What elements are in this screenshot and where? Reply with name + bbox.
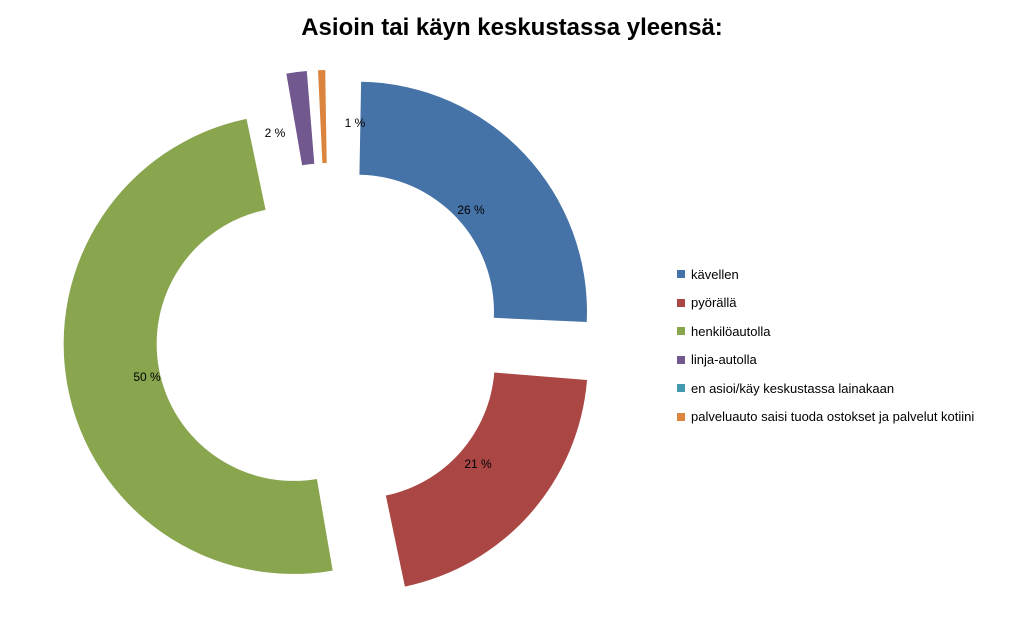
legend-item: kävellen [677,260,974,289]
legend-label: pyörällä [691,295,737,311]
legend-swatch [677,298,685,307]
legend-swatch [677,270,685,279]
legend-swatch [677,355,685,364]
chart-title: Asioin tai käyn keskustassa yleensä: [301,14,723,41]
legend-swatch [677,412,685,421]
slice-py-r-ll- [385,372,588,587]
data-label-2: 50 % [133,370,161,384]
legend-label: palveluauto saisi tuoda ostokset ja palv… [691,409,975,425]
legend-swatch [677,384,685,393]
legend-label: kävellen [691,266,739,282]
data-label-0: 26 % [457,203,485,217]
legend-label: henkilöautolla [691,323,771,339]
legend-item: en asioi/käy keskustassa lainakaan [677,374,974,403]
slices-group [63,70,588,587]
legend-item: pyörällä [677,289,974,318]
legend-item: palveluauto saisi tuoda ostokset ja palv… [677,403,974,432]
slice-k-vellen [359,81,587,322]
slice-henkil-autolla [63,118,333,574]
data-label-1: 21 % [464,457,492,471]
slice-linja-autolla [286,71,315,166]
data-label-5: 1 % [345,116,366,130]
legend-swatch [677,327,685,336]
data-label-3: 2 % [265,126,286,140]
legend: kävellen pyörällä henkilöautolla linja-auto… [677,260,974,431]
legend-label: en asioi/käy keskustassa lainakaan [691,380,895,396]
legend-item: linja-autolla [677,346,974,375]
labels-group: 26 % 21 % 50 % 2 % 1 % [133,116,492,471]
legend-item: henkilöautolla [677,317,974,346]
legend-label: linja-autolla [691,352,757,368]
slice-palveluauto-saisi-tuoda-ostokset-ja-palvelut-kotiini [318,70,327,164]
